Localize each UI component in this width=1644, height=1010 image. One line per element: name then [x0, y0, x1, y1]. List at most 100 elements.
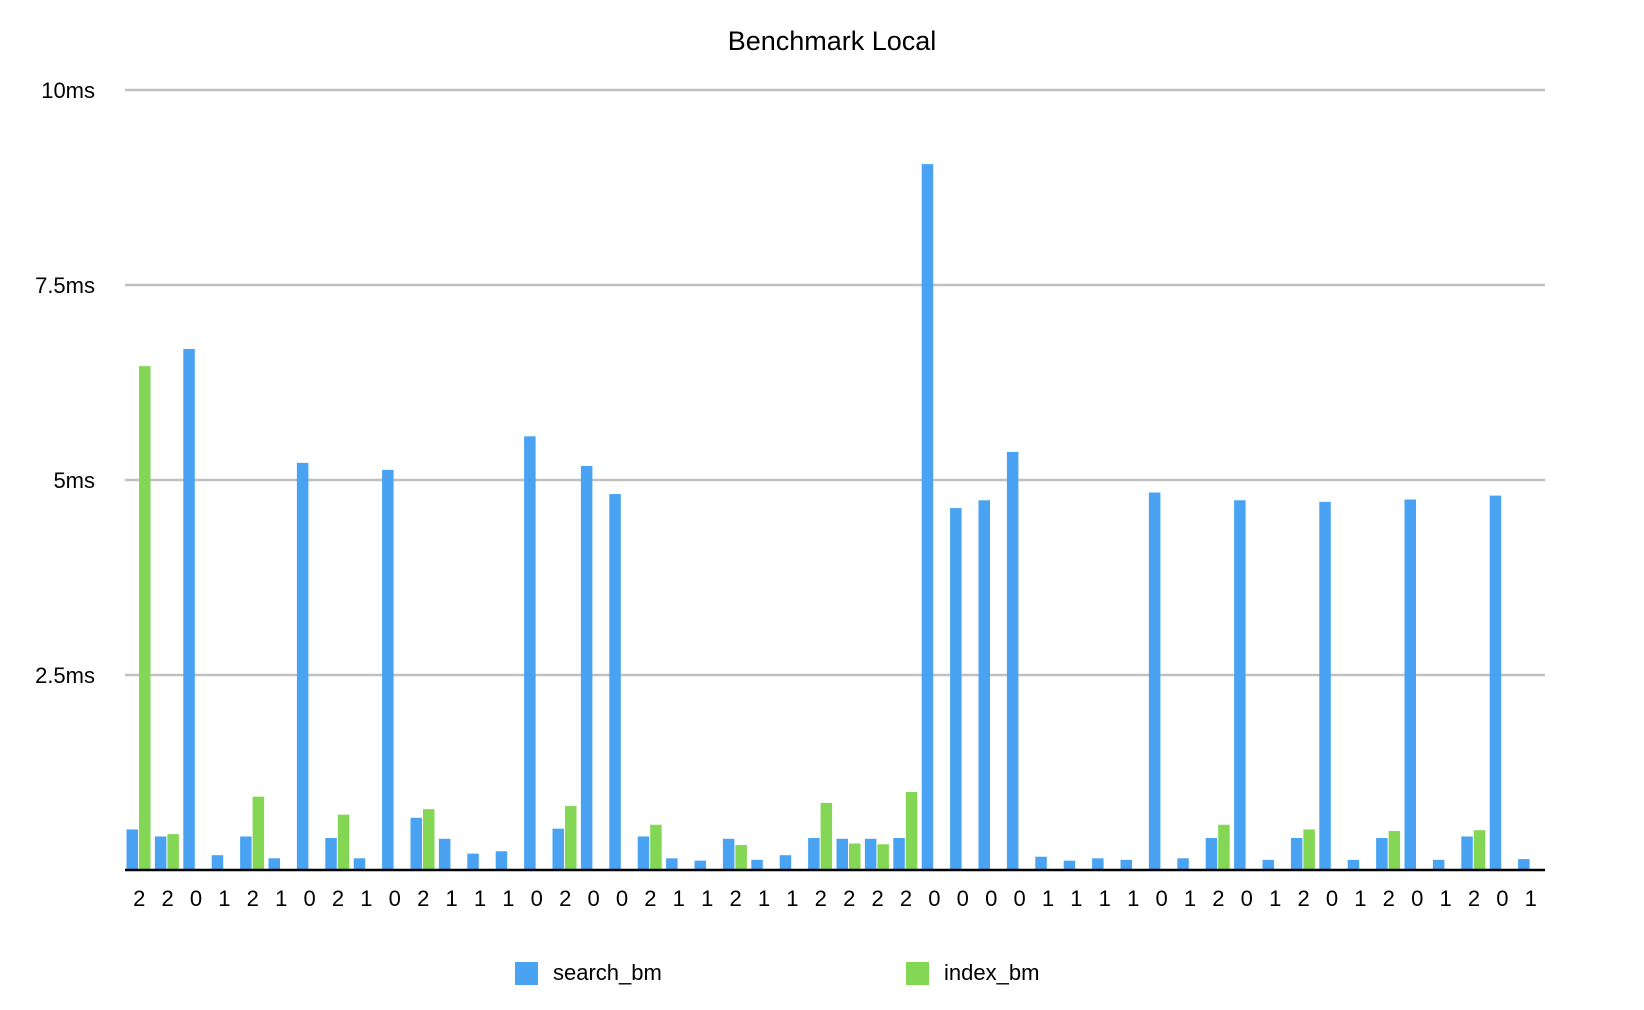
x-tick-label: 1	[1184, 886, 1196, 911]
x-tick-label: 1	[673, 886, 685, 911]
x-tick-label: 2	[247, 886, 259, 911]
bar-search-bm	[240, 836, 252, 870]
bar-index-bm	[905, 792, 918, 870]
y-tick-label: 10ms	[41, 78, 95, 103]
bar-search-bm	[1404, 499, 1416, 870]
x-tick-label: 1	[1099, 886, 1111, 911]
x-tick-label: 1	[786, 886, 798, 911]
bar-search-bm	[1205, 838, 1218, 870]
legend-label-index-bm: index_bm	[944, 960, 1040, 985]
x-tick-label: 2	[1468, 886, 1480, 911]
bar-search-bm	[666, 858, 678, 870]
bar-search-bm	[1347, 859, 1360, 870]
bar-index-bm	[252, 796, 265, 870]
x-tick-label: 2	[1297, 886, 1309, 911]
bar-search-bm	[1262, 859, 1274, 870]
bar-index-bm	[139, 366, 151, 870]
y-tick-label: 2.5ms	[35, 663, 95, 688]
bar-search-bm	[836, 838, 848, 870]
x-tick-label: 1	[1042, 886, 1054, 911]
x-tick-label: 0	[1241, 886, 1253, 911]
x-tick-label: 2	[1212, 886, 1224, 911]
x-tick-label: 2	[1383, 886, 1395, 911]
bar-search-bm	[296, 462, 309, 870]
bar-index-bm	[849, 843, 861, 870]
bar-search-bm	[1376, 838, 1388, 870]
bar-search-bm	[1319, 501, 1331, 870]
bar-search-bm	[1177, 858, 1189, 870]
x-tick-label: 2	[559, 886, 571, 911]
x-tick-label: 2	[644, 886, 656, 911]
bar-search-bm	[183, 348, 195, 871]
x-tick-label: 2	[417, 886, 429, 911]
bar-search-bm	[808, 838, 820, 870]
bar-search-bm	[1063, 860, 1076, 870]
bar-search-bm	[552, 828, 564, 870]
bar-index-bm	[650, 824, 662, 870]
bar-search-bm	[1518, 859, 1530, 870]
bar-search-bm	[154, 836, 167, 870]
legend-swatch-search-bm	[515, 961, 538, 985]
x-tick-label: 0	[985, 886, 997, 911]
bar-search-bm	[1120, 859, 1132, 870]
x-tick-label: 1	[701, 886, 713, 911]
x-tick-label: 0	[303, 886, 315, 911]
bar-search-bm	[1290, 838, 1303, 870]
legend-swatch-index-bm	[906, 961, 929, 985]
bar-search-bm	[779, 855, 792, 870]
x-tick-label: 0	[1411, 886, 1423, 911]
bar-index-bm	[565, 806, 577, 870]
x-tick-label: 2	[332, 886, 344, 911]
x-tick-label: 0	[1013, 886, 1025, 911]
bar-search-bm	[1092, 858, 1104, 870]
bar-search-bm	[268, 858, 280, 870]
bar-index-bm	[1303, 829, 1315, 870]
bar-index-bm	[423, 809, 435, 870]
bar-index-bm	[735, 845, 747, 870]
x-tick-label: 0	[957, 886, 969, 911]
x-tick-label: 0	[587, 886, 599, 911]
bar-search-bm	[1489, 495, 1502, 870]
bar-search-bm	[1148, 492, 1161, 870]
x-tick-label: 2	[133, 886, 145, 911]
bar-index-bm	[877, 844, 889, 870]
bar-search-bm	[410, 817, 422, 870]
x-tick-label: 1	[1127, 886, 1139, 911]
bar-search-bm	[950, 508, 962, 870]
bar-index-bm	[1473, 830, 1486, 870]
bar-search-bm	[1006, 451, 1019, 870]
x-tick-label: 0	[1155, 886, 1167, 911]
x-tick-label: 2	[815, 886, 827, 911]
x-tick-label: 0	[531, 886, 543, 911]
bar-search-bm	[1461, 836, 1473, 870]
x-tick-label: 1	[502, 886, 514, 911]
x-tick-label: 1	[218, 886, 230, 911]
bar-search-bm	[1234, 500, 1246, 870]
bar-search-bm	[353, 858, 366, 870]
bar-search-bm	[751, 859, 763, 870]
bar-search-bm	[580, 465, 593, 870]
legend-item-search-bm: search_bm	[515, 960, 662, 986]
y-tick-label: 5ms	[53, 468, 95, 493]
x-tick-label: 2	[843, 886, 855, 911]
x-tick-label: 0	[389, 886, 401, 911]
x-tick-label: 1	[445, 886, 457, 911]
bar-index-bm	[167, 834, 179, 870]
bar-index-bm	[1388, 831, 1401, 870]
x-tick-label: 1	[1439, 886, 1451, 911]
bar-search-bm	[637, 836, 650, 870]
bar-search-bm	[126, 829, 138, 870]
x-tick-label: 1	[275, 886, 287, 911]
x-tick-label: 0	[1496, 886, 1508, 911]
bar-search-bm	[978, 500, 990, 870]
bar-search-bm	[467, 853, 479, 870]
x-tick-label: 1	[758, 886, 770, 911]
x-tick-label: 1	[1070, 886, 1082, 911]
x-tick-label: 2	[161, 886, 173, 911]
legend-item-index-bm: index_bm	[906, 960, 1039, 986]
y-tick-label: 7.5ms	[35, 273, 95, 298]
x-tick-label: 0	[616, 886, 628, 911]
bar-search-bm	[722, 838, 735, 870]
bar-index-bm	[1218, 824, 1230, 870]
bar-search-bm	[1432, 859, 1445, 870]
